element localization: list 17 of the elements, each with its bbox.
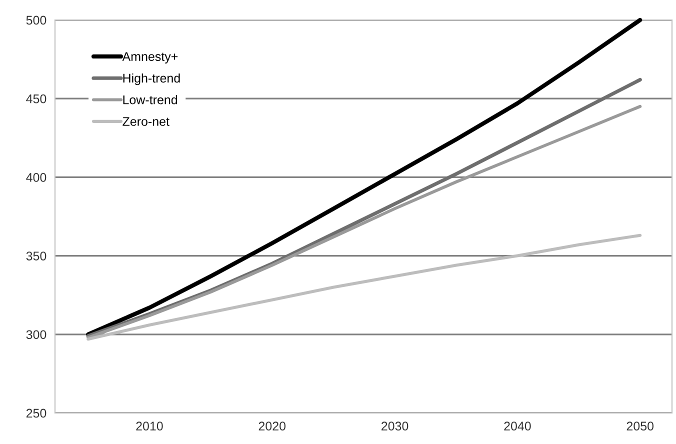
x-tick-label: 2050: [626, 422, 654, 431]
line-series: [86, 234, 642, 341]
legend-label: Amnesty+: [122, 52, 178, 64]
legend-label: High-trend: [123, 73, 180, 86]
y-tick-label: 400: [26, 173, 46, 182]
legend-label: Low-trend: [123, 95, 178, 104]
y-tick-label: 300: [26, 330, 46, 340]
legend-label: Zero-net: [122, 117, 170, 126]
line-series: [86, 18, 642, 336]
x-tick-label: 2020: [258, 422, 286, 431]
y-tick-label: 350: [26, 252, 46, 260]
x-tick-label: 2010: [136, 422, 163, 431]
y-tick-label: 450: [26, 94, 46, 104]
y-tick-label: 500: [26, 16, 46, 25]
x-tick-label: 2030: [382, 422, 408, 431]
x-tick-label: 2040: [504, 422, 531, 431]
y-tick-label: 250: [26, 408, 46, 418]
